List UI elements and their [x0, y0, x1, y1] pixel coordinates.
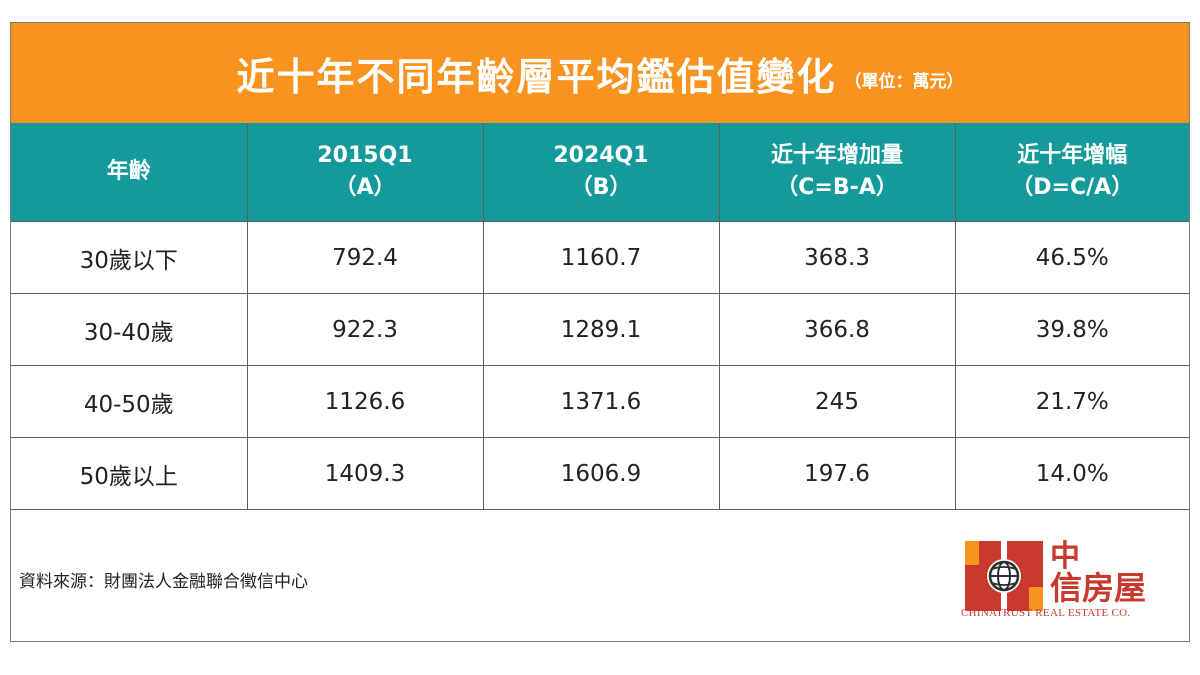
- age-cell: 40-50歲: [11, 365, 248, 438]
- table-title: 近十年不同年齡層平均鑑估值變化: [236, 54, 837, 99]
- growth-cell: 46.5%: [955, 221, 1189, 294]
- age-cell: 50歲以上: [11, 437, 248, 510]
- increase-cell: 368.3: [719, 221, 956, 294]
- value-2024-cell: 1160.7: [483, 221, 720, 294]
- data-table: 年齡 2015Q1 （A） 2024Q1 （B） 近十年增加量 （C=B-A） 近十年…: [11, 123, 1189, 510]
- logo-text-line1: 中: [1050, 539, 1080, 574]
- header-growth-rate: 近十年增幅 （D=C/A）: [955, 123, 1189, 222]
- source-note: 資料來源：財團法人金融聯合徵信中心: [19, 572, 308, 592]
- logo-english-name: CHINATRUST REAL ESTATE CO.: [961, 607, 1131, 619]
- table-row: 50歲以上 1409.3 1606.9 197.6 14.0%: [11, 437, 1189, 510]
- age-cell: 30歲以下: [11, 221, 248, 294]
- table-row: 30歲以下 792.4 1160.7 368.3 46.5%: [11, 221, 1189, 294]
- value-2015-cell: 1126.6: [247, 365, 484, 438]
- value-2015-cell: 1409.3: [247, 437, 484, 510]
- table-frame: 近十年不同年齡層平均鑑估值變化 （單位：萬元） 年齡 2015Q1 （A） 202…: [10, 22, 1190, 642]
- growth-cell: 14.0%: [955, 437, 1189, 510]
- header-increase: 近十年增加量 （C=B-A）: [719, 123, 956, 222]
- growth-cell: 21.7%: [955, 365, 1189, 438]
- unit-label: （單位：萬元）: [844, 71, 964, 92]
- increase-cell: 366.8: [719, 293, 956, 366]
- company-logo-icon: [965, 541, 1043, 611]
- header-2024q1: 2024Q1 （B）: [483, 123, 720, 222]
- value-2024-cell: 1289.1: [483, 293, 720, 366]
- value-2015-cell: 922.3: [247, 293, 484, 366]
- header-age: 年齡: [11, 123, 248, 222]
- value-2024-cell: 1371.6: [483, 365, 720, 438]
- table-row: 30-40歲 922.3 1289.1 366.8 39.8%: [11, 293, 1189, 366]
- header-row: 年齡 2015Q1 （A） 2024Q1 （B） 近十年增加量 （C=B-A） 近十年…: [11, 123, 1189, 222]
- growth-cell: 39.8%: [955, 293, 1189, 366]
- value-2024-cell: 1606.9: [483, 437, 720, 510]
- age-cell: 30-40歲: [11, 293, 248, 366]
- increase-cell: 197.6: [719, 437, 956, 510]
- increase-cell: 245: [719, 365, 956, 438]
- logo-text-line2: 信房屋: [1050, 569, 1147, 607]
- header-2015q1: 2015Q1 （A）: [247, 123, 484, 222]
- title-bar: 近十年不同年齡層平均鑑估值變化 （單位：萬元）: [11, 23, 1189, 123]
- value-2015-cell: 792.4: [247, 221, 484, 294]
- table-row: 40-50歲 1126.6 1371.6 245 21.7%: [11, 365, 1189, 438]
